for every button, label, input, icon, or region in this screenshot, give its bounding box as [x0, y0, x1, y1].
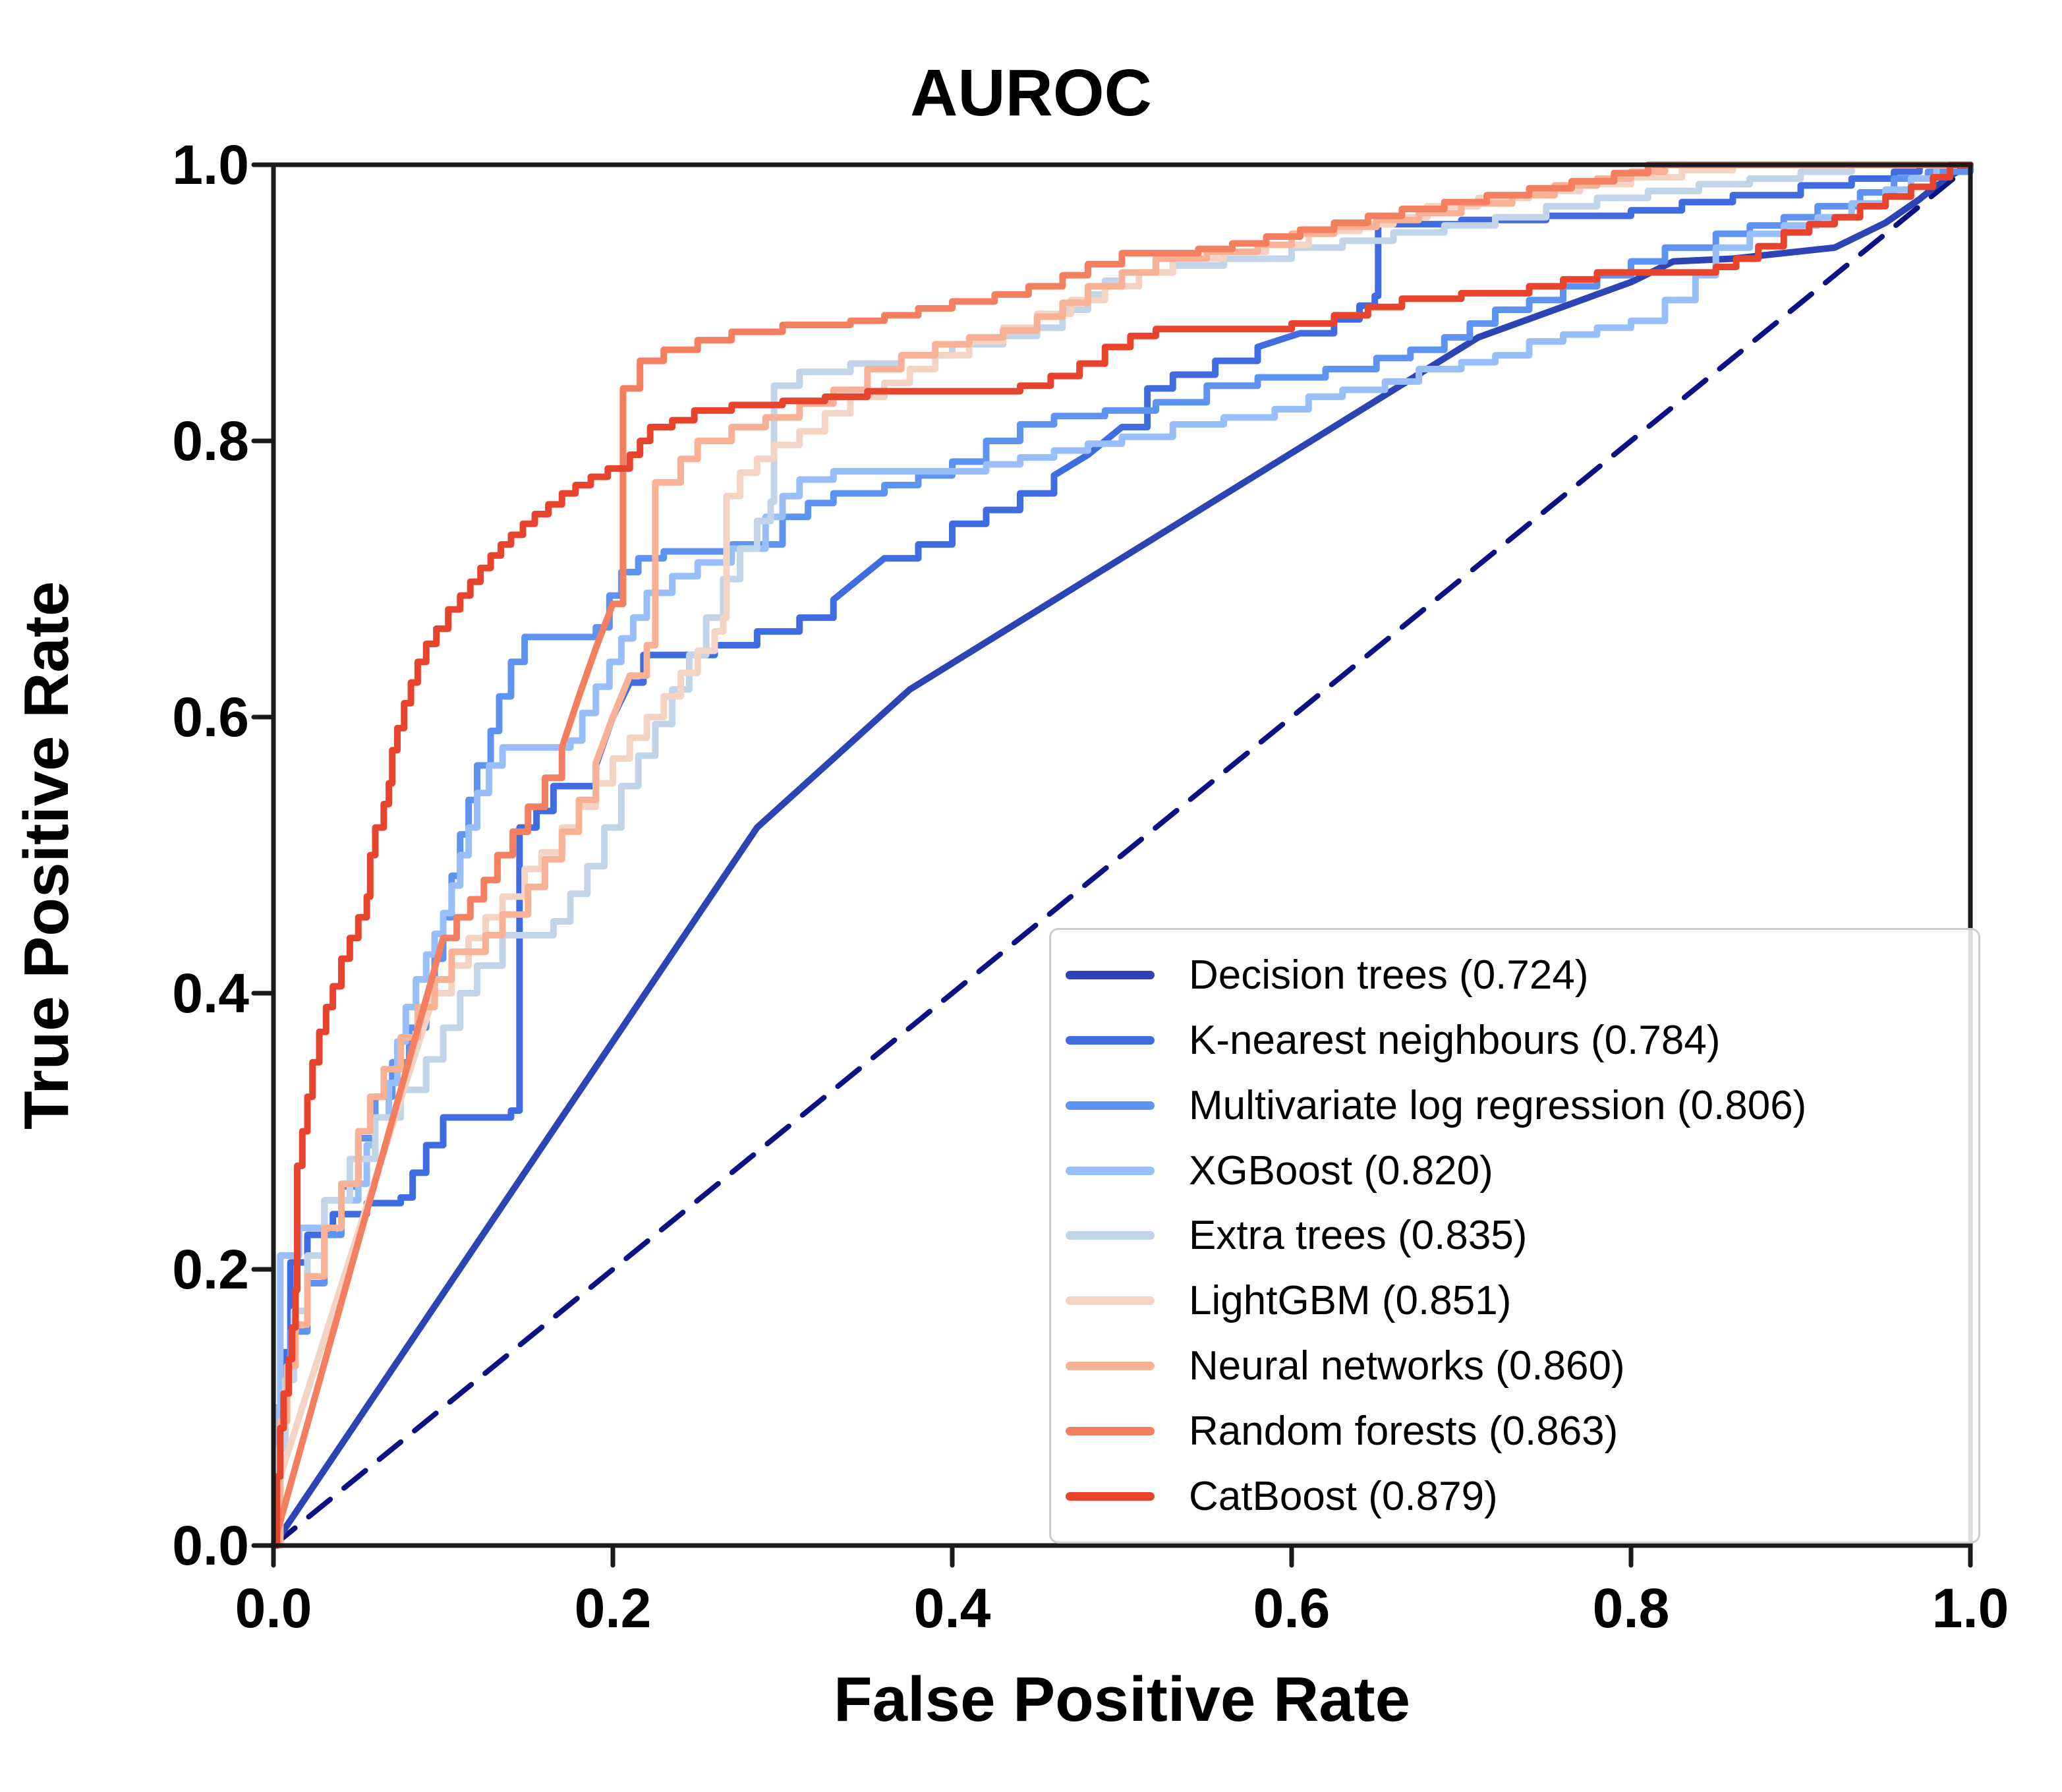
chart-title: AUROC — [910, 56, 1152, 130]
roc-curve-catboost — [270, 161, 1974, 1549]
legend-swatch-extra-trees — [1066, 1231, 1155, 1240]
x-tick-label: 0.4 — [913, 1577, 991, 1639]
legend-swatch-k-nearest-neighbours — [1066, 1035, 1155, 1045]
legend-item-random-forests: Random forests (0.863) — [1066, 1399, 1978, 1463]
y-tick-label: 0.0 — [172, 1515, 249, 1576]
axis-tick-marks — [251, 162, 1973, 1568]
x-tick-label: 0.0 — [235, 1577, 312, 1639]
legend-swatch-decision-trees — [1066, 970, 1155, 979]
legend-swatch-multivariate-log-regression — [1066, 1101, 1155, 1110]
x-tick-label: 0.6 — [1253, 1577, 1331, 1639]
legend-swatch-xgboost — [1066, 1166, 1155, 1175]
diagonal-reference-line — [271, 162, 1973, 1548]
y-tick-label: 1.0 — [172, 134, 249, 196]
y-tick-label: 0.2 — [172, 1238, 249, 1300]
legend-label: CatBoost (0.879) — [1189, 1474, 1498, 1520]
legend: Decision trees (0.724) K-nearest neighbou… — [1049, 928, 1980, 1544]
legend-swatch-catboost — [1066, 1492, 1155, 1501]
legend-label: K-nearest neighbours (0.784) — [1189, 1017, 1721, 1063]
roc-curve-random-forests — [270, 161, 1974, 1549]
legend-item-catboost: CatBoost (0.879) — [1066, 1464, 1978, 1528]
legend-item-multivariate-log-regression: Multivariate log regression (0.806) — [1066, 1074, 1978, 1138]
x-tick-label: 0.2 — [574, 1577, 652, 1639]
legend-label: XGBoost (0.820) — [1189, 1147, 1493, 1194]
legend-label: Extra trees (0.835) — [1189, 1213, 1528, 1259]
y-tick-label: 0.4 — [172, 962, 249, 1024]
y-tick-label: 0.6 — [172, 686, 249, 748]
roc-curve-xgboost — [270, 161, 1974, 1549]
legend-label: Random forests (0.863) — [1189, 1408, 1618, 1455]
legend-item-decision-trees: Decision trees (0.724) — [1066, 943, 1978, 1007]
legend-label: Decision trees (0.724) — [1189, 952, 1589, 998]
x-axis-label: False Positive Rate — [833, 1664, 1411, 1735]
roc-curve-decision-trees — [270, 161, 1974, 1549]
legend-item-lightgbm: LightGBM (0.851) — [1066, 1269, 1978, 1333]
legend-label: Neural networks (0.860) — [1189, 1343, 1625, 1389]
legend-swatch-neural-networks — [1066, 1362, 1155, 1371]
legend-item-neural-networks: Neural networks (0.860) — [1066, 1334, 1978, 1398]
legend-swatch-lightgbm — [1066, 1296, 1155, 1306]
legend-label: LightGBM (0.851) — [1189, 1278, 1512, 1324]
y-axis-label: True Positive Rate — [11, 581, 82, 1130]
plot-border — [271, 162, 1973, 1548]
x-tick-label: 0.8 — [1592, 1577, 1670, 1639]
roc-curve-extra-trees — [270, 161, 1974, 1549]
y-tick-label: 0.8 — [172, 410, 249, 472]
legend-item-extra-trees: Extra trees (0.835) — [1066, 1203, 1978, 1267]
legend-label: Multivariate log regression (0.806) — [1189, 1082, 1807, 1128]
legend-swatch-random-forests — [1066, 1427, 1155, 1436]
legend-item-xgboost: XGBoost (0.820) — [1066, 1139, 1978, 1203]
legend-item-k-nearest-neighbours: K-nearest neighbours (0.784) — [1066, 1008, 1978, 1072]
x-tick-label: 1.0 — [1932, 1577, 2009, 1639]
